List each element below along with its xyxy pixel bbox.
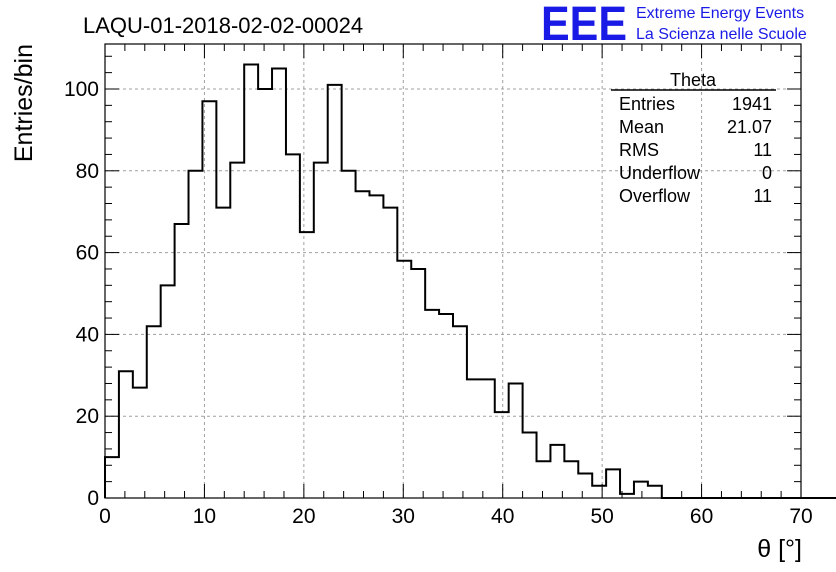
x-tick-label: 60 — [690, 505, 713, 528]
stats-value: 21.07 — [727, 117, 772, 137]
eee-logo: EEE Extreme Energy Events La Scienza nel… — [541, 0, 807, 51]
histogram-bin — [453, 326, 467, 498]
stats-label: Mean — [619, 117, 664, 137]
stats-label: Entries — [619, 94, 675, 114]
stats-box: Theta Entries 1941 Mean 21.07 RMS 11 Underflow… — [611, 70, 776, 206]
histogram-bin — [356, 191, 370, 498]
histogram-bin — [286, 154, 300, 498]
stats-value: 0 — [762, 163, 772, 183]
x-axis-title: θ [°] — [757, 535, 802, 563]
histogram-bin — [606, 469, 620, 498]
x-tick-label: 40 — [491, 505, 514, 528]
histogram-bin — [244, 64, 258, 498]
stats-rows: Entries 1941 Mean 21.07 RMS 11 Underflow 0 Overf… — [619, 94, 772, 206]
histogram-bin — [550, 445, 564, 498]
y-axis: 0 20 40 60 80 100 — [64, 55, 801, 510]
histogram-bin — [509, 383, 523, 498]
histogram-bin — [481, 379, 495, 498]
grid — [105, 44, 801, 498]
y-tick-label: 40 — [76, 323, 99, 346]
y-tick-label: 60 — [76, 242, 99, 265]
histogram-bin — [272, 69, 286, 498]
histogram-bin — [523, 433, 537, 498]
histogram-bin — [592, 486, 606, 498]
histogram-bin — [258, 89, 272, 498]
histogram-bin — [425, 310, 439, 498]
histogram-bin — [300, 232, 314, 498]
histogram-bin — [328, 85, 342, 498]
stats-label: Underflow — [619, 163, 701, 183]
logo-mark: EEE — [541, 0, 627, 51]
histogram-bin — [648, 486, 662, 498]
histogram-bin — [397, 261, 411, 498]
histogram-bin — [383, 208, 397, 498]
histogram-bin — [439, 314, 453, 498]
histogram-bin — [537, 461, 551, 498]
histogram-bin — [467, 379, 481, 498]
y-tick-label: 80 — [76, 160, 99, 183]
histogram-bin — [564, 461, 578, 498]
histogram-bin — [495, 412, 509, 498]
x-tick-label: 20 — [292, 505, 315, 528]
stats-label: Overflow — [619, 186, 691, 206]
y-tick-label: 20 — [76, 405, 99, 428]
stats-value: 1941 — [732, 94, 772, 114]
histogram-bin — [411, 269, 425, 498]
x-tick-label: 10 — [193, 505, 216, 528]
x-tick-label: 30 — [392, 505, 415, 528]
histogram-bin — [216, 208, 230, 498]
x-tick-label: 50 — [590, 505, 613, 528]
y-axis-title: Entries/bin — [10, 44, 38, 162]
histogram-bin — [105, 457, 119, 498]
histogram-bin — [147, 326, 161, 498]
plot-frame — [104, 43, 802, 499]
stats-value: 11 — [753, 140, 772, 160]
logo-line-1: Extreme Energy Events — [636, 5, 804, 22]
stats-value: 11 — [753, 186, 772, 206]
histogram-bin — [119, 371, 133, 498]
histogram-bin — [175, 224, 189, 498]
histogram-bin — [314, 163, 328, 498]
histogram-bin — [634, 482, 648, 498]
logo-line-2: La Scienza nelle Scuole — [636, 26, 807, 43]
stats-title: Theta — [670, 70, 717, 90]
histogram-bin — [133, 388, 147, 498]
stats-label: RMS — [619, 140, 659, 160]
x-tick-label: 70 — [789, 505, 812, 528]
x-tick-label: 0 — [99, 505, 111, 528]
histogram-bin — [161, 285, 175, 498]
y-tick-label: 0 — [87, 487, 99, 510]
x-axis: 0 10 20 30 40 50 60 70 — [99, 44, 813, 528]
histogram-bin — [578, 473, 592, 498]
histogram-bin — [369, 195, 383, 498]
histogram-bin — [230, 163, 244, 498]
chart-title: LAQU-01-2018-02-02-00024 — [83, 13, 363, 38]
y-tick-label: 100 — [64, 78, 99, 101]
